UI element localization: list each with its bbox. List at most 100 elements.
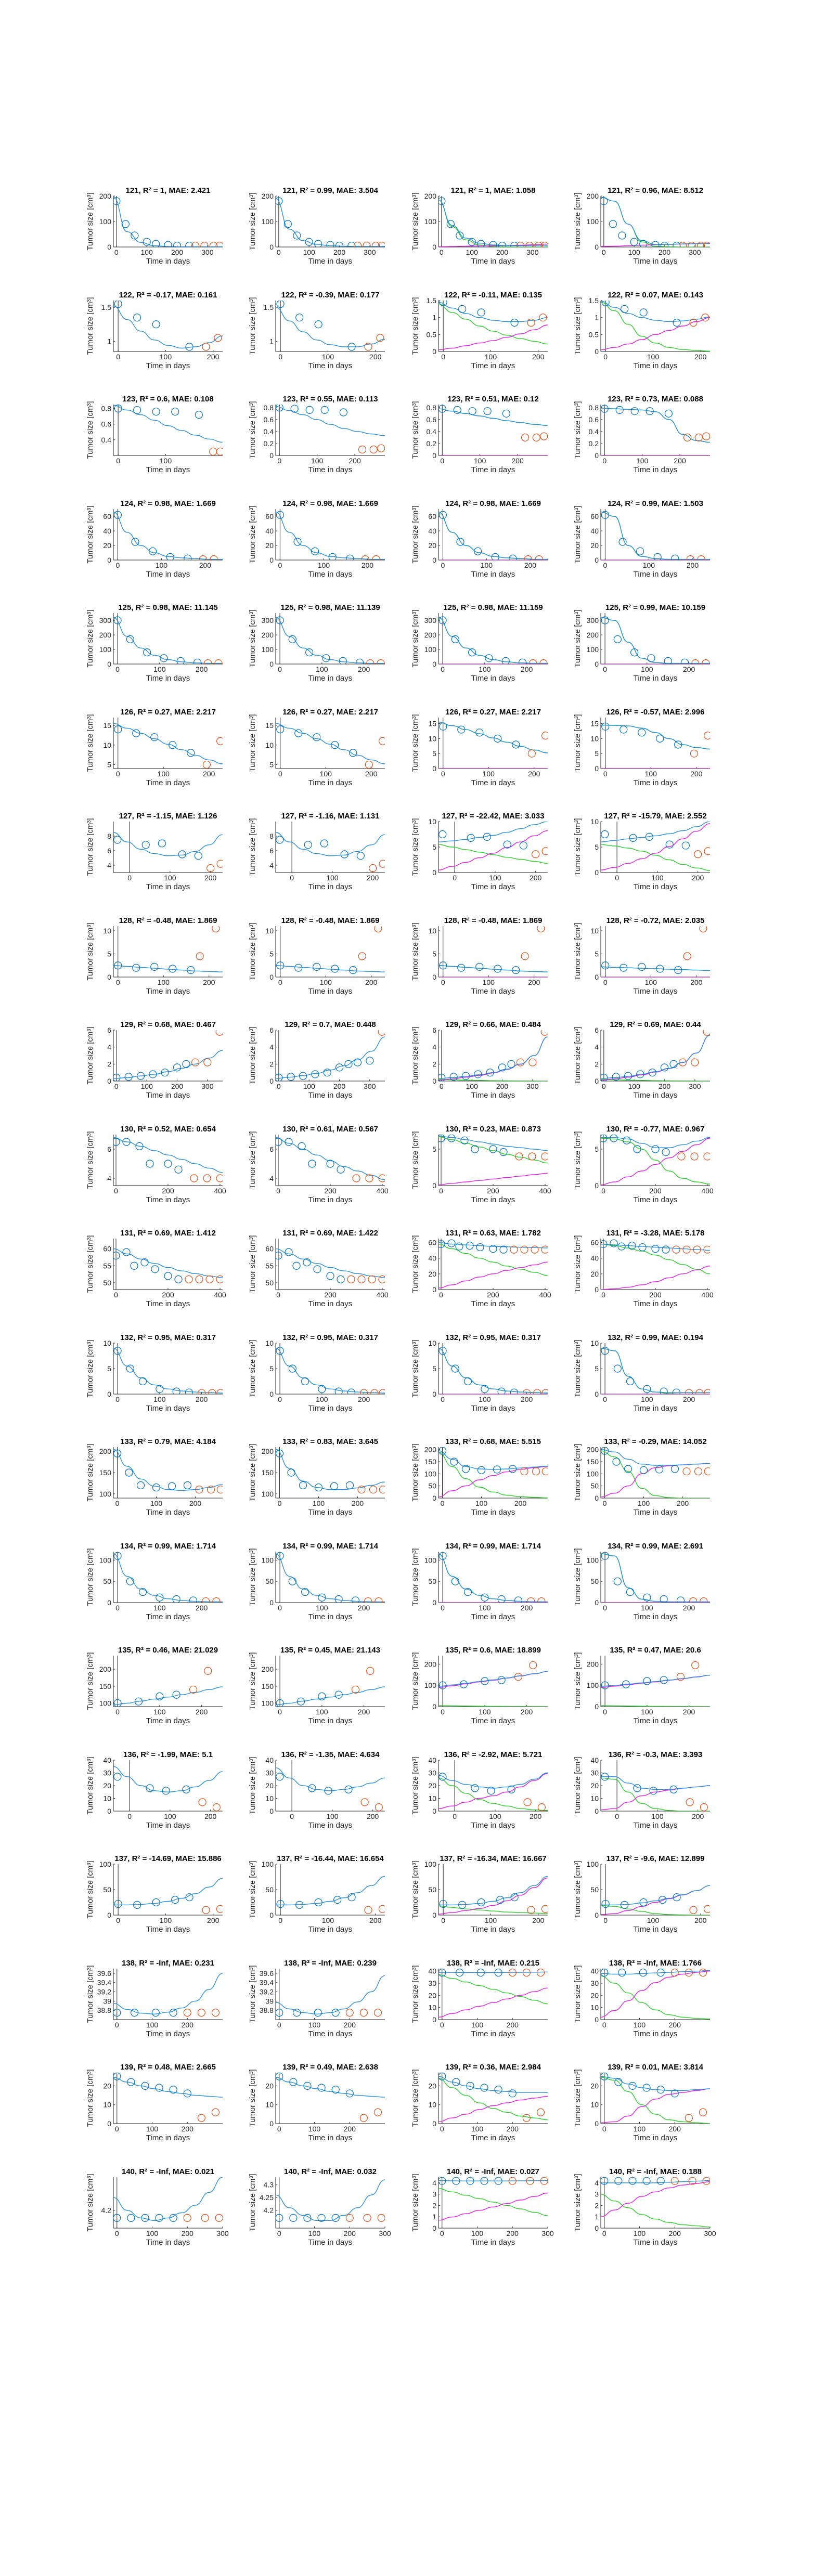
observed-point	[150, 962, 159, 971]
observed-point	[621, 1901, 629, 1909]
observed-point	[660, 1063, 669, 1072]
x-tick-label: 0	[277, 2229, 281, 2237]
y-tick-label: 39.6	[97, 1969, 111, 1977]
y-tick-label: 0	[269, 1598, 274, 1607]
y-tick-label: 0	[595, 556, 599, 564]
heldout-point	[521, 433, 530, 442]
heldout-point	[701, 314, 709, 322]
plot-area	[276, 301, 385, 351]
heldout-point	[216, 1486, 223, 1494]
observed-point	[335, 241, 344, 247]
observed-point	[113, 197, 121, 205]
x-axis-label: Time in days	[308, 1091, 352, 1100]
heldout-point	[520, 1467, 528, 1476]
y-tick-label: 40	[428, 1967, 436, 1975]
observed-point	[164, 1272, 172, 1280]
heldout-point	[216, 1275, 223, 1283]
heldout-point	[195, 1275, 203, 1283]
heldout-point	[205, 1275, 214, 1283]
heldout-point	[370, 1389, 379, 1394]
y-tick-label: 0	[432, 1807, 436, 1815]
model-fit-curve	[438, 2076, 548, 2093]
y-axis-label: Tumor size [cm³]	[411, 1965, 420, 2023]
y-tick-label: 4.25	[260, 2193, 274, 2202]
observed-point	[438, 405, 446, 413]
model-fit-curve	[601, 2180, 710, 2183]
observed-point	[613, 1577, 622, 1585]
plot-area	[113, 1766, 223, 1811]
x-axis-label: Time in days	[471, 257, 515, 266]
observed-point	[494, 1969, 502, 1977]
x-tick-label: 0	[440, 248, 444, 256]
x-axis-label: Time in days	[471, 1299, 515, 1308]
x-tick-label: 100	[316, 1708, 328, 1716]
model-fit-curve	[276, 1348, 385, 1394]
y-axis-label: Tumor size [cm³]	[248, 2174, 257, 2231]
y-tick-label: 10	[590, 2003, 599, 2012]
observed-point	[187, 966, 195, 974]
y-tick-label: 20	[265, 2081, 274, 2090]
y-tick-label: 10	[590, 1794, 599, 1803]
y-tick-label: 0	[107, 1390, 111, 1398]
observed-point	[510, 241, 519, 247]
resistant-cells-curve	[601, 1266, 710, 1290]
x-tick-label: 200	[324, 1187, 337, 1195]
x-tick-label: 100	[308, 2021, 321, 2029]
observed-point	[656, 1969, 665, 1977]
y-tick-label: 20	[428, 1781, 436, 1790]
y-axis-label: Tumor size [cm³]	[248, 922, 257, 980]
sensitive-cells-curve	[601, 2194, 710, 2228]
observed-point	[334, 1690, 343, 1699]
observed-point	[477, 1466, 486, 1474]
x-tick-label: 100	[158, 770, 170, 778]
observed-point	[438, 830, 447, 839]
sensitive-cells-curve	[438, 1974, 548, 2005]
x-tick-label: 0	[276, 1291, 280, 1299]
heldout-point	[704, 847, 710, 855]
y-axis-label: Tumor size [cm³]	[248, 1026, 257, 1084]
observed-point	[439, 722, 447, 731]
y-tick-label: 60	[590, 1239, 599, 1247]
y-tick-label: 0.6	[101, 420, 112, 428]
x-tick-label: 200	[694, 353, 707, 361]
observed-point	[331, 965, 339, 973]
x-tick-label: 200	[507, 2021, 519, 2029]
observed-point	[295, 1901, 304, 1909]
observed-point	[449, 1073, 458, 1081]
observed-point	[283, 220, 292, 228]
heldout-point	[516, 1058, 525, 1066]
plot-area	[276, 723, 385, 769]
model-fit-curve	[601, 1035, 710, 1079]
y-tick-label: 10	[103, 1794, 111, 1803]
observed-point	[621, 305, 629, 313]
heldout-point	[703, 1152, 710, 1161]
y-tick-label: 300	[424, 616, 437, 625]
observed-point	[288, 1364, 296, 1373]
observed-point	[276, 2009, 283, 2017]
plot-area	[438, 2073, 548, 2123]
observed-point	[510, 1388, 518, 1394]
observed-point	[456, 231, 464, 240]
x-tick-label: 100	[320, 978, 332, 986]
x-tick-label: 0	[602, 457, 606, 465]
heldout-point	[696, 241, 705, 247]
observed-point	[651, 1245, 660, 1253]
x-tick-label: 0	[278, 1395, 282, 1403]
subplot-title: 127, R² = -1.15, MAE: 1.126	[119, 812, 217, 821]
y-tick-label: 30	[590, 1979, 599, 1987]
plot-area	[438, 1135, 548, 1186]
observed-point	[453, 406, 461, 414]
observed-point	[656, 2086, 665, 2094]
observed-point	[612, 1073, 620, 1081]
x-axis-label: Time in days	[146, 361, 190, 370]
subplot-title: 137, R² = -14.69, MAE: 15.886	[114, 1854, 222, 1863]
plot-area	[601, 2073, 710, 2124]
x-tick-label: 100	[641, 1708, 653, 1716]
subplot-title: 131, R² = 0.69, MAE: 1.422	[282, 1229, 378, 1238]
